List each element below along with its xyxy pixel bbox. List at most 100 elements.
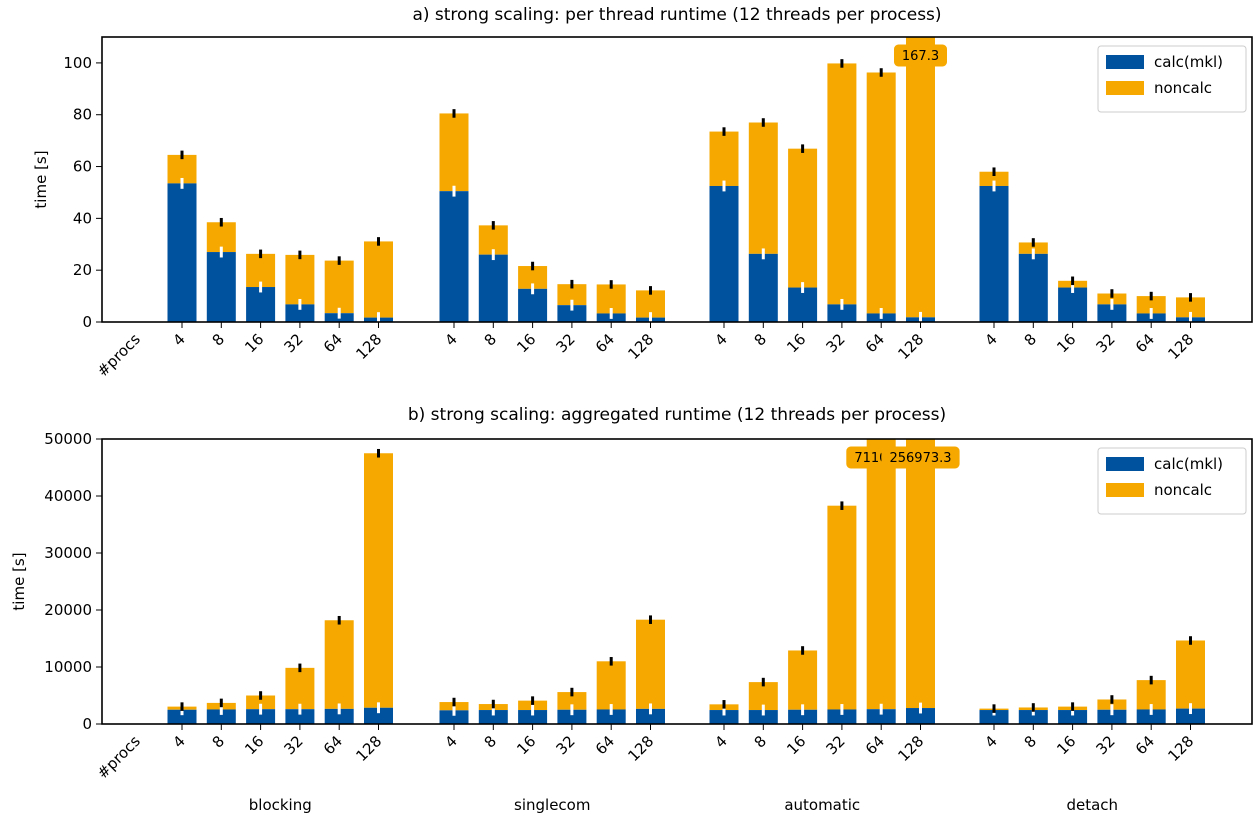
bar-noncalc: [1018, 242, 1048, 254]
x-tick-label: 32: [280, 330, 306, 356]
x-tick-label: 8: [1021, 330, 1040, 349]
y-tick-label: 40: [73, 209, 92, 227]
bar-calc: [167, 709, 197, 724]
bar-calc: [285, 709, 315, 724]
legend-swatch-calc: [1106, 457, 1144, 471]
x-tick-label: 32: [822, 330, 848, 356]
bar-calc: [709, 710, 739, 724]
bar-noncalc: [748, 122, 778, 254]
y-tick-label: 20000: [44, 601, 92, 619]
value-annotation: 167.3: [902, 49, 939, 64]
bar-noncalc: [636, 619, 665, 709]
bar-calc: [206, 252, 236, 322]
bar-calc: [364, 707, 393, 724]
x-tick-label: 16: [783, 732, 809, 758]
x-tick-label: 64: [1132, 330, 1158, 356]
group-label-detach: detach: [1066, 796, 1118, 814]
x-tick-label: 8: [481, 732, 500, 751]
bar-noncalc: [246, 253, 276, 288]
bar-noncalc: [596, 661, 626, 710]
y-tick-label: 100: [63, 54, 92, 72]
bar-noncalc: [1097, 293, 1127, 305]
bar-calc: [478, 710, 508, 724]
bar-calc: [636, 708, 665, 724]
x-tick-label: 64: [1132, 732, 1158, 758]
bar-calc: [518, 288, 548, 322]
x-tick-label: 8: [1021, 732, 1040, 751]
legend-entry: calc(mkl): [1154, 53, 1223, 71]
bar-calc: [979, 710, 1009, 724]
x-tick-label: 16: [241, 330, 267, 356]
x-tick-label: 32: [280, 732, 306, 758]
x-tick-label: 32: [552, 330, 578, 356]
x-tick-label: 4: [169, 330, 188, 349]
x-tick-label: 32: [1092, 732, 1118, 758]
plot-frame: [101, 36, 1253, 323]
x-tick-label: 64: [592, 732, 618, 758]
x-tick-label: 128: [1164, 330, 1197, 363]
bar-calc: [285, 304, 315, 322]
bar-noncalc: [324, 620, 354, 709]
x-tick-label: 128: [1164, 732, 1197, 765]
bar-calc: [1018, 253, 1048, 322]
bar-calc: [518, 710, 548, 724]
bar-calc: [748, 710, 778, 724]
bar-noncalc: [364, 453, 393, 708]
group-label-automatic: automatic: [784, 796, 860, 814]
bar-noncalc: [364, 241, 393, 318]
bar-noncalc: [979, 171, 1009, 186]
bar-calc: [1058, 710, 1088, 724]
bar-noncalc: [906, 37, 935, 318]
x-tick-label: 4: [711, 330, 730, 349]
x-tick-label: 8: [751, 330, 770, 349]
x-tick-label: 8: [481, 330, 500, 349]
bar-calc: [557, 709, 587, 724]
panel-aggregated: b) strong scaling: aggregated runtime (1…: [10, 405, 1253, 782]
chart-title: a) strong scaling: per thread runtime (1…: [412, 5, 941, 25]
legend-entry: noncalc: [1154, 79, 1212, 97]
y-tick-label: 20: [73, 261, 92, 279]
chart-title: b) strong scaling: aggregated runtime (1…: [408, 405, 946, 425]
legend: calc(mkl) noncalc: [1097, 447, 1247, 515]
bar-noncalc: [827, 63, 857, 305]
bar-noncalc: [788, 148, 818, 288]
bar-noncalc: [557, 692, 587, 710]
x-tick-label: 128: [894, 732, 927, 765]
bar-calc: [709, 185, 739, 322]
y-tick-label: 50000: [44, 430, 92, 448]
x-tick-label: 4: [441, 732, 460, 751]
bar-calc: [1058, 287, 1088, 322]
bar-calc: [596, 709, 626, 724]
y-tick-label: 30000: [44, 544, 92, 562]
legend: calc(mkl) noncalc: [1097, 45, 1247, 113]
x-tick-label: 8: [751, 732, 770, 751]
x-tick-label: 128: [624, 732, 657, 765]
bar-calc: [1097, 304, 1127, 322]
x-tick-label: 16: [513, 330, 539, 356]
y-tick-label: 40000: [44, 487, 92, 505]
value-annotation: 256973.3: [889, 451, 951, 466]
group-label-singlecom: singlecom: [514, 796, 590, 814]
y-tick-label: 0: [82, 715, 92, 733]
y-axis-label: time [s]: [10, 552, 28, 610]
bar-noncalc: [866, 72, 896, 314]
x-tick-label: 16: [1053, 732, 1079, 758]
x-tick-label: 64: [592, 330, 618, 356]
bar-calc: [324, 708, 354, 724]
x-tick-label: 16: [1053, 330, 1079, 356]
x-tick-label: 8: [209, 330, 228, 349]
x-tick-label: 128: [352, 732, 385, 765]
x-tick-label: 4: [441, 330, 460, 349]
x-tick-label: 16: [241, 732, 267, 758]
group-label-blocking: blocking: [249, 796, 312, 814]
bar-noncalc: [285, 254, 315, 305]
bar-calc: [827, 304, 857, 322]
bar-calc: [439, 191, 469, 322]
bar-noncalc: [1176, 297, 1205, 318]
bar-calc: [788, 287, 818, 322]
bar-noncalc: [557, 284, 587, 306]
x-tick-label: 64: [862, 732, 888, 758]
bar-noncalc: [1176, 640, 1205, 709]
x-tick-label: 4: [981, 330, 1000, 349]
legend-entry: noncalc: [1154, 481, 1212, 499]
